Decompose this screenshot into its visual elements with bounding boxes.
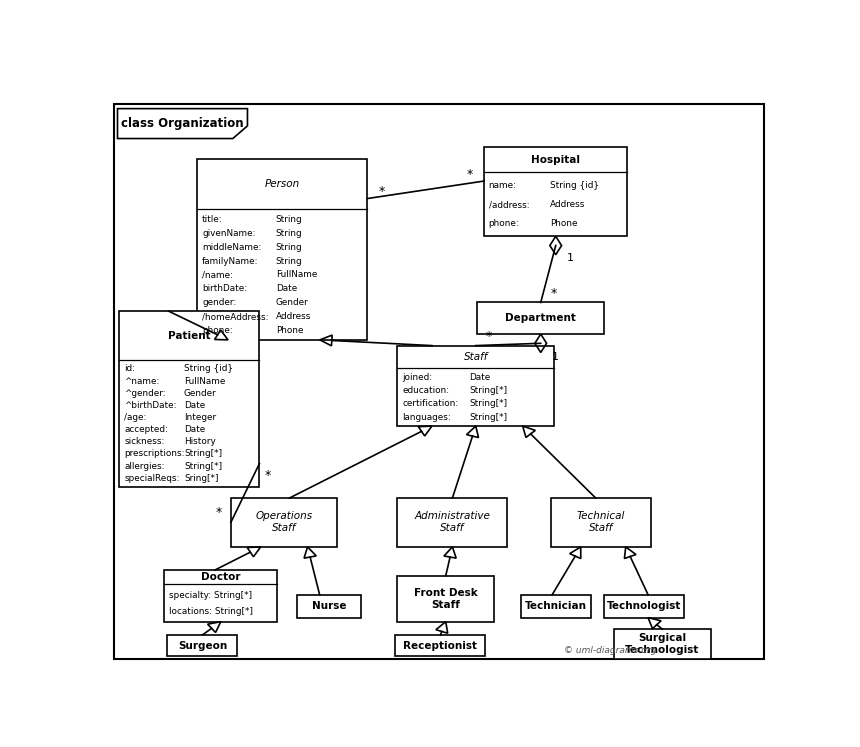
Text: *: * bbox=[216, 506, 222, 518]
Text: Sring[*]: Sring[*] bbox=[184, 474, 218, 483]
Text: sickness:: sickness: bbox=[124, 437, 164, 446]
Text: ^name:: ^name: bbox=[124, 376, 160, 385]
Text: title:: title: bbox=[202, 215, 223, 224]
Text: *: * bbox=[551, 288, 557, 300]
Text: /name:: /name: bbox=[202, 270, 233, 279]
Text: Department: Department bbox=[506, 313, 576, 323]
Text: givenName:: givenName: bbox=[202, 229, 255, 238]
Text: Address: Address bbox=[276, 312, 311, 321]
Bar bbox=[397, 346, 554, 426]
Text: middleName:: middleName: bbox=[202, 243, 261, 252]
Text: String: String bbox=[276, 229, 302, 238]
Text: String {id}: String {id} bbox=[550, 182, 599, 190]
Bar bbox=[604, 595, 684, 618]
Text: certification:: certification: bbox=[402, 400, 458, 409]
Text: FullName: FullName bbox=[276, 270, 317, 279]
Text: education:: education: bbox=[402, 386, 449, 395]
Text: Gender: Gender bbox=[276, 298, 309, 307]
Text: *: * bbox=[466, 167, 472, 181]
Text: /homeAddress:: /homeAddress: bbox=[202, 312, 268, 321]
Text: *: * bbox=[486, 330, 492, 344]
Text: Staff: Staff bbox=[464, 352, 488, 362]
Text: Front Desk
Staff: Front Desk Staff bbox=[414, 588, 477, 610]
Bar bbox=[198, 158, 367, 340]
Text: String[*]: String[*] bbox=[470, 386, 507, 395]
Text: Gender: Gender bbox=[184, 388, 217, 397]
Text: Receptionist: Receptionist bbox=[403, 641, 477, 651]
Text: languages:: languages: bbox=[402, 412, 451, 421]
Text: 1: 1 bbox=[567, 253, 574, 263]
Text: String[*]: String[*] bbox=[470, 400, 507, 409]
Text: id:: id: bbox=[124, 365, 135, 374]
Bar bbox=[120, 311, 260, 486]
Bar bbox=[298, 595, 361, 618]
Text: © uml-diagrams.org: © uml-diagrams.org bbox=[564, 646, 656, 655]
Bar bbox=[164, 570, 278, 622]
Text: Phone: Phone bbox=[550, 219, 577, 228]
Bar bbox=[396, 635, 485, 656]
Text: Surgeon: Surgeon bbox=[178, 641, 227, 651]
Text: String[*]: String[*] bbox=[470, 412, 507, 421]
Bar bbox=[550, 498, 651, 547]
Text: Person: Person bbox=[265, 179, 300, 189]
Text: Date: Date bbox=[184, 401, 206, 410]
Text: locations: String[*]: locations: String[*] bbox=[169, 607, 253, 616]
Text: 1: 1 bbox=[552, 352, 559, 362]
Text: *: * bbox=[379, 185, 385, 198]
Text: Date: Date bbox=[470, 374, 491, 382]
Text: Surgical
Technologist: Surgical Technologist bbox=[625, 633, 699, 655]
Text: phone:: phone: bbox=[488, 219, 519, 228]
Bar bbox=[477, 303, 604, 334]
Text: familyName:: familyName: bbox=[202, 256, 259, 265]
Bar bbox=[397, 498, 507, 547]
Text: String: String bbox=[276, 256, 302, 265]
Text: joined:: joined: bbox=[402, 374, 433, 382]
Bar bbox=[230, 498, 337, 547]
Text: accepted:: accepted: bbox=[124, 425, 168, 434]
Text: String[*]: String[*] bbox=[184, 450, 222, 459]
Text: Date: Date bbox=[276, 285, 297, 294]
Text: Hospital: Hospital bbox=[531, 155, 581, 164]
Text: FullName: FullName bbox=[184, 376, 225, 385]
Text: Nurse: Nurse bbox=[312, 601, 347, 611]
Text: prescriptions:: prescriptions: bbox=[124, 450, 185, 459]
Text: Technical
Staff: Technical Staff bbox=[576, 512, 625, 533]
Text: /address:: /address: bbox=[488, 200, 530, 209]
Text: phone:: phone: bbox=[202, 326, 233, 335]
Text: String {id}: String {id} bbox=[184, 365, 233, 374]
Text: /age:: /age: bbox=[124, 413, 146, 422]
Text: specialReqs:: specialReqs: bbox=[124, 474, 180, 483]
Polygon shape bbox=[118, 108, 248, 138]
Bar bbox=[614, 629, 710, 659]
Text: Technician: Technician bbox=[525, 601, 587, 611]
Bar bbox=[521, 595, 591, 618]
Text: History: History bbox=[184, 437, 216, 446]
Text: Address: Address bbox=[550, 200, 586, 209]
Text: allergies:: allergies: bbox=[124, 462, 164, 471]
Text: Phone: Phone bbox=[276, 326, 304, 335]
Bar bbox=[484, 147, 628, 236]
Text: Date: Date bbox=[184, 425, 206, 434]
Text: Integer: Integer bbox=[184, 413, 216, 422]
Text: ^gender:: ^gender: bbox=[124, 388, 166, 397]
Text: Patient: Patient bbox=[169, 331, 211, 341]
Text: class Organization: class Organization bbox=[121, 117, 243, 130]
Text: String: String bbox=[276, 215, 302, 224]
Text: specialty: String[*]: specialty: String[*] bbox=[169, 591, 252, 600]
Text: String[*]: String[*] bbox=[184, 462, 222, 471]
Text: Administrative
Staff: Administrative Staff bbox=[415, 512, 490, 533]
Text: Operations
Staff: Operations Staff bbox=[255, 512, 313, 533]
Text: ^birthDate:: ^birthDate: bbox=[124, 401, 176, 410]
Bar bbox=[397, 576, 494, 622]
Bar bbox=[168, 635, 237, 656]
Text: Doctor: Doctor bbox=[201, 572, 241, 582]
Text: gender:: gender: bbox=[202, 298, 237, 307]
Text: name:: name: bbox=[488, 182, 517, 190]
Text: *: * bbox=[264, 468, 271, 482]
Text: String: String bbox=[276, 243, 302, 252]
Text: birthDate:: birthDate: bbox=[202, 285, 248, 294]
Text: Technologist: Technologist bbox=[607, 601, 681, 611]
